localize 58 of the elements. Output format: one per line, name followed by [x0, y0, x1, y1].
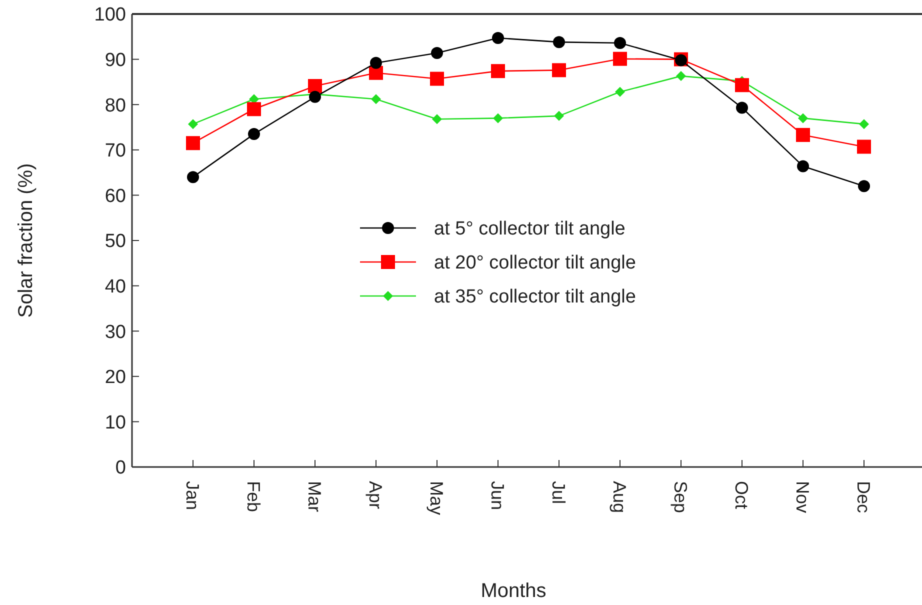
- point: [796, 128, 810, 142]
- point: [613, 52, 627, 66]
- y-tick-label: 50: [104, 231, 126, 252]
- point: [430, 72, 444, 86]
- point: [186, 136, 200, 150]
- x-tick-label: Aug: [610, 481, 630, 514]
- point: [735, 78, 749, 92]
- point: [859, 119, 869, 130]
- x-tick-label: Jan: [182, 481, 203, 510]
- x-tick-label: Mar: [304, 481, 325, 512]
- point: [432, 114, 442, 124]
- point: [491, 64, 505, 78]
- x-axis-title: Months: [480, 580, 546, 602]
- y-axis-title: Solar fraction (%): [15, 163, 37, 318]
- x-tick-label: Feb: [244, 481, 264, 512]
- legend-label: at 20° collector tilt angle: [434, 252, 636, 274]
- point: [309, 90, 321, 103]
- point: [493, 113, 503, 124]
- point: [492, 32, 504, 44]
- y-tick-label: 80: [104, 95, 126, 116]
- x-tick-label: Dec: [854, 481, 874, 514]
- point: [614, 36, 626, 49]
- y-tick-label: 90: [104, 50, 126, 71]
- point: [736, 102, 748, 114]
- x-tick-label: Jun: [488, 481, 508, 510]
- point: [554, 110, 564, 121]
- y-tick-label: 40: [104, 276, 126, 298]
- x-tick-label: Jul: [548, 481, 569, 504]
- point: [615, 86, 625, 97]
- y-tick-label: 100: [94, 4, 126, 26]
- point: [676, 71, 686, 82]
- point: [857, 140, 871, 154]
- point: [370, 56, 382, 69]
- point: [797, 160, 809, 172]
- y-tick-label: 10: [104, 412, 126, 434]
- point: [858, 180, 870, 192]
- y-tick-label: 70: [104, 140, 126, 162]
- x-tick-label: Sep: [670, 481, 691, 514]
- y-tick-label: 0: [115, 458, 126, 479]
- point: [431, 46, 443, 59]
- y-tick-label: 60: [104, 186, 126, 207]
- y-tick-label: 20: [104, 367, 126, 388]
- legend-label: at 35° collector tilt angle: [434, 286, 636, 308]
- point: [553, 36, 565, 48]
- y-tick-label: 30: [104, 322, 126, 343]
- x-tick-label: Apr: [366, 481, 386, 510]
- x-tick-label: Oct: [732, 481, 752, 510]
- legend-label: at 5° collector tilt angle: [434, 218, 626, 240]
- point: [247, 102, 261, 116]
- point: [371, 94, 381, 104]
- point: [798, 113, 808, 124]
- x-tick-label: Nov: [792, 481, 813, 514]
- point: [308, 79, 322, 94]
- point: [248, 128, 260, 140]
- x-tick-label: May: [426, 481, 447, 516]
- point: [187, 171, 199, 184]
- point: [188, 119, 198, 130]
- point: [552, 63, 566, 78]
